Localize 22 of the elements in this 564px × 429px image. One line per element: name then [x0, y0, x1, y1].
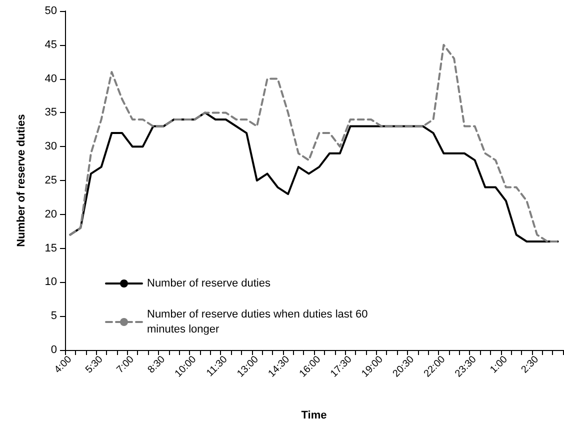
- y-tick-label: 10: [44, 276, 57, 288]
- y-tick-label: 15: [44, 242, 57, 254]
- x-tick-label: 7:00: [114, 354, 137, 376]
- x-tick-label: 8:30: [146, 354, 168, 376]
- y-tick-label: 40: [44, 72, 57, 85]
- y-tick-label: 45: [44, 38, 57, 51]
- x-tick-label: 1:00: [488, 354, 510, 376]
- y-axis-title: Number of reserve duties: [16, 114, 28, 247]
- legend-label: Number of reserve duties when duties last 60 minutes longer: [147, 308, 371, 336]
- x-tick-label: 5:30: [84, 354, 106, 376]
- x-tick-label: 2:30: [519, 354, 542, 376]
- x-tick-label: 4:00: [52, 354, 74, 376]
- y-tick-label: 50: [44, 5, 57, 17]
- legend-label: Number of reserve duties: [147, 278, 271, 290]
- y-tick-label: 20: [44, 208, 57, 220]
- x-axis-title: Time: [301, 410, 327, 422]
- y-tick-label: 5: [50, 310, 57, 322]
- y-tick-label: 35: [44, 106, 57, 119]
- y-tick-label: 0: [50, 344, 57, 356]
- y-tick-label: 25: [44, 174, 57, 186]
- y-tick-label: 30: [44, 140, 57, 153]
- line-series: [69, 44, 559, 243]
